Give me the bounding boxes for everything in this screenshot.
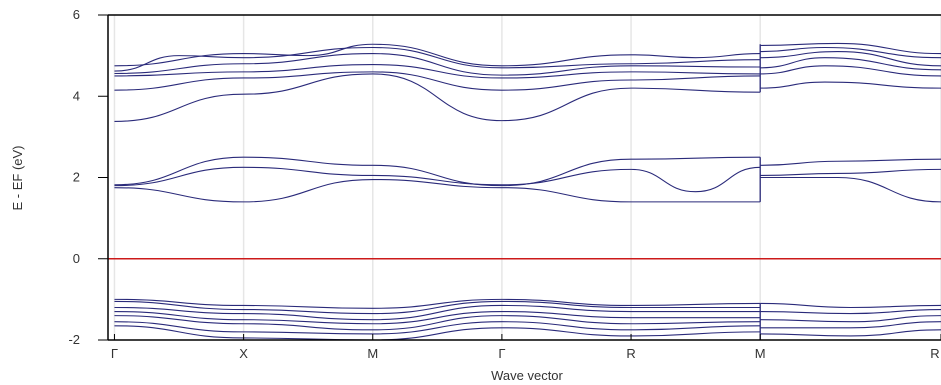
x-tick-label: R [626, 346, 635, 361]
band-line-25 [760, 302, 941, 309]
x-tick-label: X [239, 346, 248, 361]
x-tick-label: M [367, 346, 378, 361]
band-line-9 [760, 51, 941, 67]
band-line-10 [760, 46, 941, 59]
band-line-27 [760, 315, 941, 323]
y-tick-label: 6 [73, 7, 80, 22]
band-line-21 [114, 311, 761, 325]
band-line-11 [760, 42, 941, 55]
y-tick-label: 4 [73, 88, 80, 103]
x-tick-label: Γ [111, 346, 118, 361]
band-line-23 [114, 321, 761, 335]
band-line-28 [760, 321, 941, 329]
band-line-2 [114, 64, 761, 79]
band-line-6 [760, 81, 941, 89]
band-line-4 [114, 46, 761, 72]
y-tick-label: -2 [68, 332, 80, 347]
bands-layer [114, 42, 941, 341]
band-line-17 [760, 158, 941, 166]
band-line-0 [114, 73, 761, 122]
y-axis-title: E - EF (eV) [10, 145, 25, 210]
x-tick-label: M [755, 346, 766, 361]
x-axis-title: Wave vector [491, 368, 563, 383]
band-line-13 [114, 166, 761, 193]
band-line-14 [114, 156, 761, 187]
band-line-20 [114, 304, 761, 321]
labels-layer: Γ X M Γ R M R -2 0 2 4 6 [68, 7, 939, 361]
band-line-7 [760, 65, 941, 77]
band-line-26 [760, 308, 941, 315]
y-tick-label: 2 [73, 170, 80, 185]
band-line-1 [114, 71, 761, 91]
x-tick-label: Γ [498, 346, 505, 361]
band-line-5 [114, 43, 761, 67]
band-line-3 [114, 53, 761, 76]
band-line-18 [114, 298, 761, 309]
x-tick-label: R [930, 346, 939, 361]
y-tick-label: 0 [73, 251, 80, 266]
band-line-8 [760, 57, 941, 71]
band-line-12 [114, 178, 761, 203]
band-line-29 [760, 329, 941, 337]
band-line-16 [760, 168, 941, 177]
band-line-22 [114, 315, 761, 331]
band-line-15 [760, 176, 941, 203]
band-line-24 [114, 325, 761, 341]
axes-layer [98, 14, 941, 341]
band-line-19 [114, 300, 761, 315]
